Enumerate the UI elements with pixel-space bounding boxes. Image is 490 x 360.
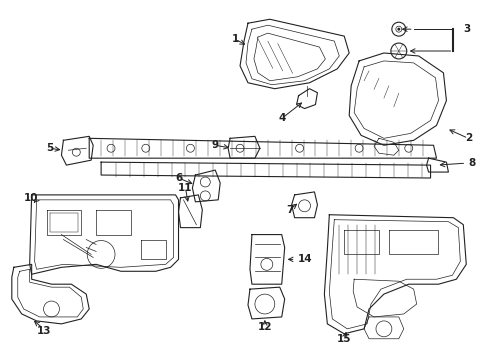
Text: 5: 5 (46, 143, 53, 153)
Text: 4: 4 (278, 113, 285, 123)
Text: 13: 13 (36, 326, 51, 336)
Text: 2: 2 (465, 133, 472, 143)
Text: 8: 8 (468, 158, 475, 168)
Text: 15: 15 (337, 334, 351, 344)
Text: 9: 9 (212, 140, 219, 150)
Circle shape (397, 28, 400, 31)
Text: 3: 3 (464, 24, 470, 34)
Text: 10: 10 (24, 193, 38, 203)
Text: 1: 1 (231, 34, 239, 44)
Text: 11: 11 (178, 183, 193, 193)
Text: 14: 14 (297, 255, 312, 264)
Text: 6: 6 (175, 173, 182, 183)
Text: 7: 7 (286, 205, 294, 215)
Text: 12: 12 (258, 322, 272, 332)
